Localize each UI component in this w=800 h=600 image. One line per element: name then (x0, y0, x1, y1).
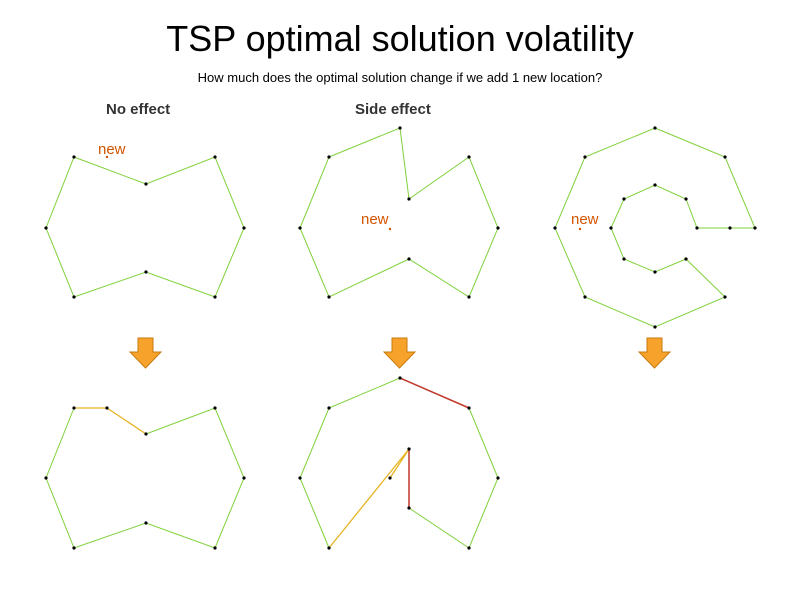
arrow-no-effect (128, 337, 163, 369)
changed-edge (74, 407, 147, 435)
new-point (105, 155, 109, 159)
column-label-no-effect: No effect (106, 101, 171, 118)
panel-no-effect-after (44, 406, 246, 550)
tour-path (45, 407, 245, 549)
panel-side-effect-before: new (298, 126, 500, 299)
down-arrow-icon (382, 337, 417, 369)
new-point (388, 227, 392, 231)
page-subtitle: How much does the optimal solution chang… (197, 70, 603, 85)
tour-path (554, 127, 756, 328)
new-point-label: new (361, 211, 389, 228)
tour-nodes (44, 155, 246, 299)
tour-nodes (44, 406, 246, 550)
tour-nodes (553, 126, 757, 329)
arrow-spiral (637, 337, 672, 369)
panel-no-effect-before: new (44, 141, 246, 299)
new-point (578, 227, 582, 231)
tour-nodes (298, 126, 500, 299)
tour-path (408, 407, 499, 549)
down-arrow-icon (128, 337, 163, 369)
column-label-side-effect: Side effect (355, 101, 431, 118)
page-title: TSP optimal solution volatility (166, 18, 634, 59)
changed-edge (328, 448, 410, 549)
panel-side-effect-after (298, 376, 500, 550)
panel-spiral-before: new (553, 126, 757, 329)
new-point-label: new (98, 141, 126, 158)
down-arrow-icon (637, 337, 672, 369)
changed-edge (399, 377, 470, 409)
arrow-side-effect (382, 337, 417, 369)
tour-path (299, 377, 401, 549)
tour-path (45, 156, 245, 298)
tour-nodes (298, 376, 500, 550)
new-point-label: new (571, 211, 599, 228)
tour-path (299, 127, 499, 298)
